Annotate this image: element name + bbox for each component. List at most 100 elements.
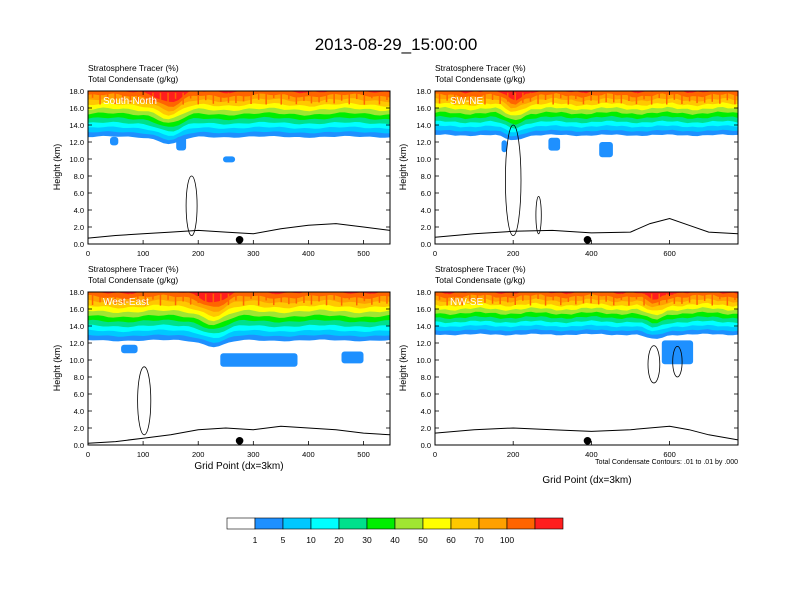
tracer-streak — [333, 293, 335, 300]
tracer-streak — [212, 293, 215, 305]
panel-sw-ne: Stratosphere Tracer (%) Total Condensate… — [398, 63, 739, 258]
tracer-streak — [552, 92, 554, 105]
tracer-streak — [333, 92, 335, 104]
tracer-streak — [159, 92, 162, 101]
colorbar-label: 70 — [474, 535, 484, 545]
y-tick-label: 18.0 — [416, 87, 431, 96]
colorbar-swatch — [254, 517, 284, 530]
panel-label: West-East — [103, 297, 149, 308]
y-tick-label: 4.0 — [421, 407, 431, 416]
colorbar-label: 50 — [418, 535, 428, 545]
y-tick-label: 12.0 — [69, 138, 84, 147]
tracer-streak — [590, 92, 592, 101]
tracer-streak — [499, 293, 501, 305]
plot-frame — [434, 90, 739, 245]
tracer-streak — [734, 293, 736, 301]
x-tick-label: 300 — [247, 249, 260, 258]
colorbar-label: 5 — [281, 535, 286, 545]
tracer-streak — [174, 293, 177, 306]
y-tick-label: 14.0 — [69, 322, 84, 331]
tracer-streak — [658, 293, 660, 305]
tracer-streak — [673, 92, 676, 100]
x-tick-label: 500 — [357, 249, 370, 258]
tracer-streak — [386, 293, 388, 304]
tracer-streak — [507, 293, 509, 303]
y-tick-label: 0.0 — [74, 441, 84, 450]
tracer-streak — [99, 92, 101, 105]
y-tick-label: 16.0 — [69, 104, 84, 113]
panel-subtitle-condensate: Total Condensate (g/kg) — [435, 74, 525, 84]
terrain-line — [435, 217, 738, 238]
panel-subtitle-condensate: Total Condensate (g/kg) — [88, 74, 178, 84]
x-tick-label: 0 — [86, 249, 90, 258]
tracer-streak — [265, 293, 267, 301]
tracer-streak — [499, 92, 501, 104]
tracer-streak — [129, 92, 131, 104]
tracer-streak — [235, 293, 237, 301]
y-tick-label: 4.0 — [74, 206, 84, 215]
condensate-contour — [137, 366, 152, 436]
tracer-streak — [378, 293, 381, 303]
colorbar-label: 100 — [500, 535, 514, 545]
location-marker — [583, 437, 592, 445]
x-tick-label: 0 — [86, 450, 90, 459]
tracer-band-level-11 — [435, 91, 738, 101]
tracer-streak — [469, 293, 471, 302]
x-tick-label: 500 — [357, 450, 370, 459]
tracer-streak — [242, 92, 245, 102]
y-tick-label: 14.0 — [69, 121, 84, 130]
tracer-streak — [363, 92, 366, 105]
y-axis-label: Height (km) — [52, 345, 62, 392]
x-tick-label: 200 — [507, 450, 520, 459]
tracer-streak — [491, 92, 494, 100]
tracer-streak — [220, 92, 222, 102]
tracer-streak — [348, 293, 350, 300]
plot-frame — [87, 90, 391, 245]
tracer-streak — [303, 92, 305, 101]
tracer-streak — [544, 92, 547, 100]
tracer-streak — [371, 293, 373, 305]
colorbar-label: 60 — [446, 535, 456, 545]
tracer-streak — [476, 92, 479, 99]
tracer-streak — [197, 293, 199, 303]
colorbar-label: 30 — [362, 535, 372, 545]
tracer-streak — [318, 92, 320, 103]
tracer-streak — [348, 92, 350, 105]
y-tick-label: 4.0 — [421, 206, 431, 215]
condensate-contour — [505, 124, 522, 236]
colorbar-swatch — [478, 517, 508, 530]
tracer-streak — [544, 293, 547, 306]
tracer-streak — [484, 92, 486, 105]
y-axis-label: Height (km) — [52, 144, 62, 191]
tracer-streak — [666, 92, 668, 105]
tracer-streak — [220, 293, 222, 303]
x-tick-label: 400 — [585, 450, 598, 459]
tracer-streak — [122, 92, 124, 102]
terrain-line — [88, 223, 390, 239]
y-tick-label: 0.0 — [421, 441, 431, 450]
y-tick-label: 14.0 — [416, 121, 431, 130]
y-tick-label: 10.0 — [69, 155, 84, 164]
tracer-streak — [643, 293, 645, 306]
tracer-streak — [280, 92, 282, 105]
x-tick-label: 600 — [663, 249, 676, 258]
x-tick-label: 400 — [302, 450, 315, 459]
tracer-streak — [635, 293, 638, 300]
tracer-streak — [461, 293, 463, 306]
y-tick-label: 8.0 — [421, 373, 431, 382]
tracer-streak — [522, 92, 524, 103]
x-tick-label: 400 — [302, 249, 315, 258]
tracer-patch — [176, 136, 187, 151]
location-marker — [583, 236, 592, 244]
location-marker — [235, 437, 244, 445]
tracer-streak — [91, 92, 94, 98]
y-tick-label: 16.0 — [416, 305, 431, 314]
tracer-streak — [227, 92, 230, 103]
y-tick-label: 14.0 — [416, 322, 431, 331]
tracer-streak — [537, 92, 539, 104]
tracer-streak — [673, 293, 676, 304]
x-tick-label: 0 — [433, 450, 437, 459]
tracer-streak — [205, 92, 207, 101]
tracer-streak — [696, 92, 698, 104]
tracer-streak — [650, 293, 653, 301]
